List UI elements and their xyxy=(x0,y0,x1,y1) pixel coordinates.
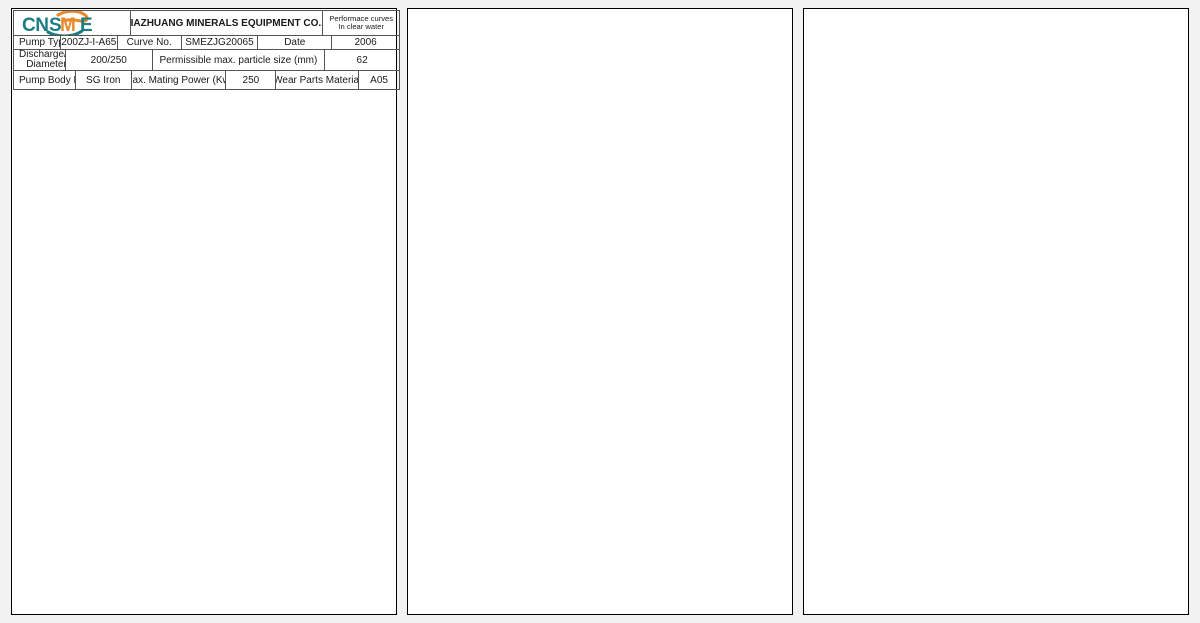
svg-text:M: M xyxy=(60,15,75,35)
svg-text:CN: CN xyxy=(22,15,48,35)
